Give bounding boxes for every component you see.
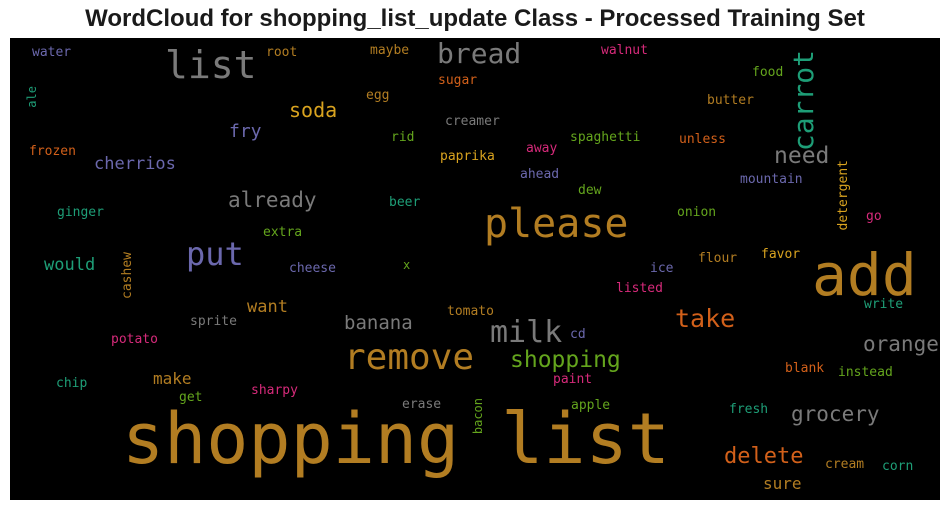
cloud-word-go: go bbox=[866, 209, 882, 224]
cloud-word-add: add bbox=[812, 241, 917, 309]
cloud-word-shopping-list: shopping list bbox=[122, 398, 670, 480]
cloud-word-delete: delete bbox=[724, 444, 804, 469]
cloud-word-apple: apple bbox=[571, 398, 611, 413]
cloud-word-cream: cream bbox=[825, 457, 865, 472]
cloud-word-unless: unless bbox=[679, 132, 726, 147]
wordcloud-canvas: shopping list add please remove list put milk c… bbox=[10, 38, 940, 500]
cloud-word-carrot: carrot bbox=[787, 50, 820, 152]
cloud-word-fry: fry bbox=[229, 121, 262, 142]
cloud-word-already: already bbox=[228, 188, 317, 212]
cloud-word-sure: sure bbox=[763, 474, 802, 493]
cloud-word-potato: potato bbox=[111, 332, 158, 347]
cloud-word-beer: beer bbox=[389, 195, 421, 210]
cloud-word-dew: dew bbox=[578, 183, 602, 198]
cloud-word-ahead: ahead bbox=[520, 167, 560, 182]
cloud-word-root: root bbox=[266, 45, 298, 60]
cloud-word-make: make bbox=[153, 369, 192, 388]
cloud-word-flour: flour bbox=[698, 251, 738, 266]
cloud-word-chip: chip bbox=[56, 376, 88, 391]
cloud-word-water: water bbox=[32, 45, 72, 60]
cloud-word-write: write bbox=[864, 297, 904, 312]
cloud-word-extra: extra bbox=[263, 225, 303, 240]
cloud-word-bread: bread bbox=[437, 38, 522, 70]
cloud-word-put: put bbox=[186, 235, 244, 273]
cloud-word-orange: orange bbox=[863, 332, 939, 356]
cloud-word-paprika: paprika bbox=[440, 149, 495, 164]
cloud-word-sprite: sprite bbox=[190, 314, 237, 329]
cloud-word-food: food bbox=[752, 65, 784, 80]
cloud-word-onion: onion bbox=[677, 205, 717, 220]
cloud-word-bacon: bacon bbox=[471, 398, 485, 435]
cloud-word-remove: remove bbox=[344, 337, 475, 378]
cloud-word-cheese: cheese bbox=[289, 261, 336, 276]
cloud-word-need: need bbox=[774, 143, 830, 169]
cloud-word-frozen: frozen bbox=[29, 144, 76, 159]
cloud-word-spaghetti: spaghetti bbox=[570, 130, 641, 145]
cloud-word-fresh: fresh bbox=[729, 402, 769, 417]
cloud-word-x: x bbox=[403, 258, 411, 272]
cloud-word-want: want bbox=[247, 297, 288, 317]
cloud-word-walnut: walnut bbox=[601, 43, 648, 58]
cloud-word-favor: favor bbox=[761, 247, 801, 262]
cloud-word-mountain: mountain bbox=[740, 172, 803, 187]
cloud-word-away: away bbox=[526, 141, 558, 156]
cloud-word-butter: butter bbox=[707, 93, 754, 108]
cloud-word-rid: rid bbox=[391, 130, 415, 145]
cloud-word-detergent: detergent bbox=[836, 160, 851, 231]
cloud-word-shopping: shopping bbox=[510, 347, 621, 373]
cloud-word-cashew: cashew bbox=[120, 252, 135, 299]
cloud-word-corn: corn bbox=[882, 459, 914, 474]
cloud-word-ice: ice bbox=[650, 261, 674, 276]
cloud-word-please: please bbox=[484, 201, 629, 247]
cloud-word-listed: listed bbox=[616, 281, 663, 296]
cloud-word-soda: soda bbox=[289, 98, 338, 122]
cloud-word-sugar: sugar bbox=[438, 73, 478, 88]
chart-title: WordCloud for shopping_list_update Class… bbox=[85, 5, 865, 32]
cloud-word-egg: egg bbox=[366, 88, 390, 103]
cloud-word-banana: banana bbox=[344, 312, 413, 334]
cloud-word-grocery: grocery bbox=[791, 402, 880, 426]
cloud-word-creamer: creamer bbox=[445, 114, 500, 129]
cloud-word-milk: milk bbox=[490, 315, 563, 350]
cloud-word-paint: paint bbox=[553, 372, 593, 387]
cloud-word-would: would bbox=[44, 255, 96, 275]
cloud-word-blank: blank bbox=[785, 361, 825, 376]
cloud-word-take: take bbox=[675, 304, 736, 333]
cloud-word-maybe: maybe bbox=[370, 43, 410, 58]
cloud-word-cherrios: cherrios bbox=[94, 154, 176, 174]
cloud-word-instead: instead bbox=[838, 365, 893, 380]
cloud-word-get: get bbox=[179, 390, 203, 405]
cloud-word-ale: ale bbox=[25, 86, 39, 108]
cloud-word-tomato: tomato bbox=[447, 304, 494, 319]
cloud-word-sharpy: sharpy bbox=[251, 383, 298, 398]
cloud-word-list: list bbox=[165, 43, 257, 87]
cloud-word-ginger: ginger bbox=[57, 205, 104, 220]
cloud-word-erase: erase bbox=[402, 397, 442, 412]
cloud-word-cd: cd bbox=[570, 327, 586, 342]
